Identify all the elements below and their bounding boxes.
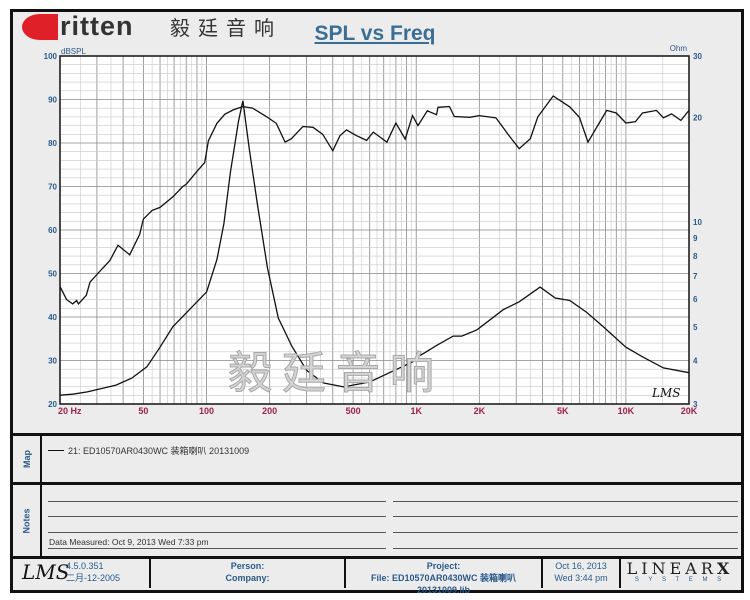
y-right-tick-label: 4 <box>693 357 698 366</box>
notes-line <box>393 501 738 502</box>
notes-line <box>393 516 738 517</box>
legend-text: 21: ED10570AR0430WC 装箱喇叭 20131009 <box>68 446 250 456</box>
lms-annotation: LMS <box>651 386 680 400</box>
logo-text: ritten <box>60 11 134 41</box>
date-cell: Oct 16, 2013 Wed 3:44 pm <box>543 560 619 588</box>
y-right-tick-label: 9 <box>693 234 698 243</box>
notes-line <box>48 501 386 502</box>
build-date: 二月-12-2005 <box>66 573 121 583</box>
watermark: 毅廷音响 <box>228 349 444 398</box>
x-tick-label: 10K <box>618 406 635 416</box>
impedance-curve <box>59 100 690 396</box>
version-info: 4.5.0.351 二月-12-2005 <box>66 560 146 588</box>
data-measured: Data Measured: Oct 9, 2013 Wed 7:33 pm <box>49 537 211 547</box>
y-left-tick-label: 80 <box>48 139 57 148</box>
y-right-tick-label: 20 <box>693 113 702 122</box>
legend-swatch <box>48 450 64 451</box>
y-right-tick-label: 7 <box>693 272 698 281</box>
map-section-label: Map <box>13 436 41 482</box>
divider <box>10 433 741 436</box>
report-date: Oct 16, 2013 <box>555 561 607 571</box>
divider <box>619 558 621 588</box>
brand-logo: E ritten <box>22 8 162 44</box>
divider <box>10 482 741 485</box>
notes-line <box>393 532 738 533</box>
y-left-tick-label: 70 <box>48 183 57 192</box>
notes-section-label: Notes <box>13 485 41 556</box>
y-right-axis-label: Ohm <box>670 44 688 53</box>
divider <box>541 558 543 588</box>
y-left-tick-label: 90 <box>48 96 57 105</box>
project-cell: Project: File: ED10570AR0430WC 装箱喇叭 20131… <box>346 560 541 595</box>
divider <box>344 558 346 588</box>
x-tick-label: 2K <box>474 406 486 416</box>
brand-chinese-name: 毅廷音响 <box>170 18 282 40</box>
map-legend-entry: 21: ED10570AR0430WC 装箱喇叭 20131009 <box>48 444 249 457</box>
spl-impedance-chart: 20 Hz 50 100 200 500 1K 2K 5K 10K 20K 20 30 40 50 60 70… <box>44 44 703 416</box>
vendor-name: LINEAR <box>626 559 717 578</box>
project-label: Project: <box>426 561 461 571</box>
report-time: Wed 3:44 pm <box>554 573 608 583</box>
x-tick-label: 5K <box>557 406 569 416</box>
y-right-tick-label: 6 <box>693 295 698 304</box>
x-tick-label: 200 <box>262 406 277 416</box>
y-right-tick-label: 30 <box>693 52 702 61</box>
y-right-tick-label: 5 <box>693 323 698 332</box>
lms-logo: LMS <box>22 560 70 584</box>
notes-line <box>48 548 386 549</box>
chart-title: SPL vs Freq <box>314 22 436 45</box>
y-left-tick-label: 60 <box>48 226 57 235</box>
version: 4.5.0.351 <box>66 561 104 571</box>
project-file: File: ED10570AR0430WC 装箱喇叭 20131009.lib <box>370 573 517 595</box>
person-cell: Person: Company: <box>151 560 344 588</box>
vendor-x: X <box>716 559 734 578</box>
y-left-axis-label: dBSPL <box>61 47 86 56</box>
logo-e-shape: E <box>22 14 58 40</box>
x-tick-label: 20K <box>681 406 698 416</box>
y-right-tick-label: 3 <box>693 400 698 409</box>
notes-line <box>48 532 386 533</box>
y-left-tick-label: 40 <box>48 313 57 322</box>
spl-curve <box>59 95 690 306</box>
company-label: Company: <box>225 573 270 583</box>
divider <box>10 556 741 559</box>
divider <box>40 435 42 557</box>
notes-line <box>48 516 386 517</box>
x-tick-label: 20 Hz <box>58 406 82 416</box>
x-tick-label: 100 <box>199 406 214 416</box>
person-label: Person: <box>230 561 265 571</box>
x-tick-label: 50 <box>138 406 148 416</box>
plot-border <box>59 55 690 405</box>
x-tick-label: 500 <box>346 406 361 416</box>
y-left-tick-label: 50 <box>48 270 57 279</box>
divider <box>149 558 151 588</box>
y-left-tick-label: 100 <box>44 52 58 61</box>
notes-line <box>393 548 738 549</box>
y-right-tick-label: 10 <box>693 218 702 227</box>
y-left-tick-label: 30 <box>48 357 57 366</box>
vendor-sub: S Y S T E M S <box>634 577 726 583</box>
notes-label: Notes <box>21 507 32 534</box>
linearx-logo: LINEARX S Y S T E M S <box>624 560 736 583</box>
y-right-tick-label: 8 <box>693 252 698 261</box>
map-label: Map <box>22 450 32 468</box>
y-left-tick-label: 20 <box>48 400 57 409</box>
x-tick-label: 1K <box>410 406 422 416</box>
